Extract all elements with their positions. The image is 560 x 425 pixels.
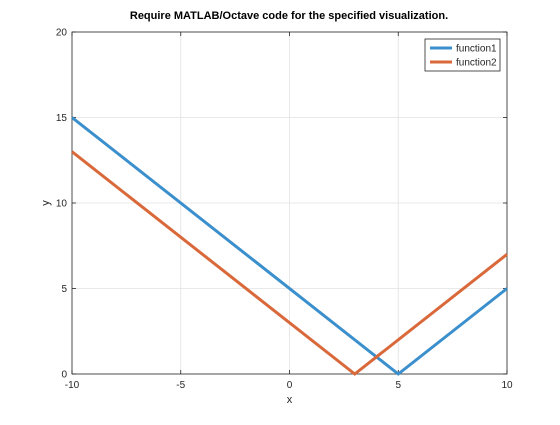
chart-title: Require MATLAB/Octave code for the speci…	[130, 10, 448, 22]
y-axis-label: y	[40, 200, 52, 206]
y-tick-label: 15	[56, 113, 68, 124]
y-tick-label: 20	[56, 28, 68, 39]
y-tick-label: 5	[61, 284, 67, 295]
x-tick-label: 10	[501, 380, 513, 391]
legend: function1 function2	[424, 38, 501, 72]
legend-label-function1: function1	[456, 44, 497, 55]
axis-ticks: -10 -5 0 5 10 0 5 10 15 20	[56, 28, 513, 392]
legend-box	[424, 38, 501, 72]
x-axis-label: x	[287, 394, 293, 406]
x-tick-label: 0	[287, 380, 293, 391]
y-tick-label: 10	[56, 199, 68, 210]
series-line-function1	[71, 116, 508, 376]
x-tick-label: 5	[395, 380, 401, 391]
series-line-function2	[71, 150, 508, 376]
legend-label-function2: function2	[456, 58, 497, 69]
y-tick-label: 0	[61, 370, 67, 381]
x-tick-label: -10	[65, 380, 80, 391]
x-tick-label: -5	[176, 380, 185, 391]
series-lines	[71, 116, 508, 376]
